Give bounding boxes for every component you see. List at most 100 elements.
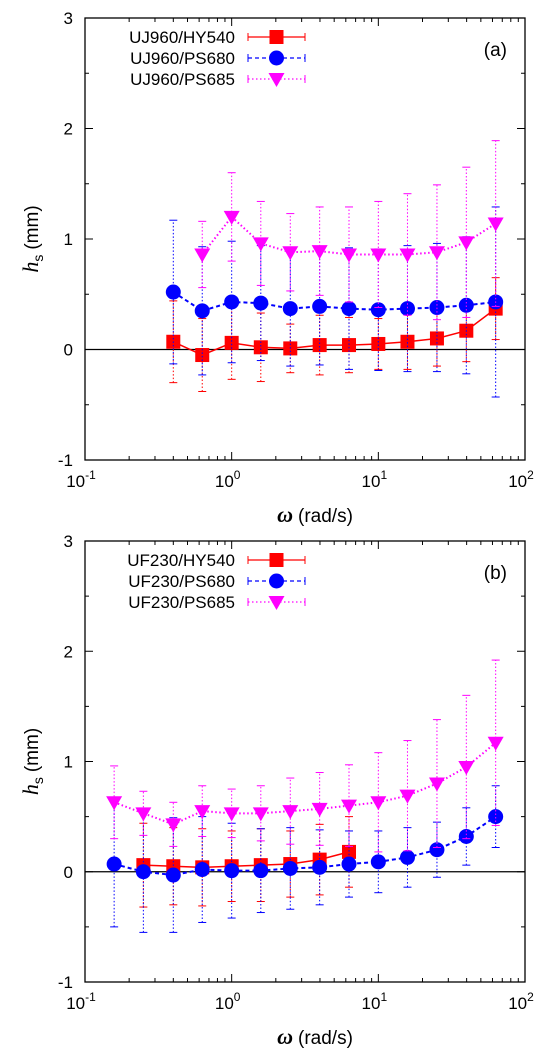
x-tick-exponent: 0 (234, 990, 241, 1004)
data-point (458, 297, 474, 313)
x-tick-label: 102 (508, 990, 534, 1013)
legend-entry: UJ960/PS680 (130, 49, 306, 68)
x-tick-base: 10 (362, 472, 381, 491)
y-tick-label: 1 (64, 753, 73, 772)
data-point (312, 338, 327, 353)
legend-marker (268, 596, 285, 610)
data-point (282, 805, 299, 820)
data-point (312, 859, 328, 875)
data-point (487, 736, 504, 751)
data-point (311, 245, 328, 260)
data-point (135, 807, 152, 822)
x-tick-exponent: -1 (85, 990, 96, 1004)
data-point (371, 336, 386, 351)
data-point (282, 860, 298, 876)
x-tick-exponent: 0 (234, 468, 241, 482)
series-uf230-ps685 (106, 659, 504, 853)
error-bar (286, 827, 295, 910)
data-point (458, 828, 474, 844)
series-uj960-ps680 (165, 206, 504, 398)
error-bar (256, 785, 265, 842)
x-tick-label: 100 (215, 990, 241, 1013)
legend-entry: UJ960/PS685 (130, 70, 306, 89)
data-point (253, 863, 269, 879)
legend: UJ960/HY540 UJ960/PS680 UJ960/PS685 (129, 28, 306, 89)
legend-label: UF230/HY540 (127, 551, 235, 570)
error-bar (403, 245, 412, 373)
data-point (487, 217, 504, 232)
legend-marker (269, 50, 284, 66)
error-bar (403, 740, 412, 852)
data-point (342, 844, 357, 859)
data-point (399, 789, 416, 804)
legend-entry: UJ960/HY540 (129, 28, 306, 47)
error-bar (462, 694, 471, 840)
x-tick-base: 10 (66, 994, 85, 1013)
series-line (172, 291, 496, 312)
x-tick-exponent: 2 (527, 468, 534, 482)
y-axis-label: hs (mm) (18, 205, 46, 272)
data-point (223, 807, 240, 822)
data-point (135, 864, 151, 880)
x-tick-base: 10 (215, 472, 234, 491)
data-point (194, 862, 210, 878)
data-point (429, 300, 445, 316)
series-uj960-hy540 (166, 277, 503, 392)
panel-label: (a) (484, 40, 507, 61)
data-point (428, 777, 445, 792)
data-point (253, 295, 269, 311)
y-tick-label: 0 (64, 863, 73, 882)
x-axis-label: ω (rad/s) (277, 1024, 353, 1049)
data-point (400, 334, 415, 349)
y-tick-label: 1 (64, 230, 73, 249)
data-point (194, 805, 211, 820)
data-point (341, 301, 357, 317)
data-point (106, 856, 122, 872)
data-point (252, 237, 269, 252)
data-point (342, 338, 357, 353)
data-point (429, 331, 444, 346)
data-point (341, 856, 357, 872)
data-point (341, 799, 358, 814)
panel-label: (b) (484, 563, 507, 584)
x-tick-exponent: 2 (527, 990, 534, 1004)
data-point (312, 298, 328, 314)
data-point (311, 802, 328, 817)
error-bar (286, 777, 295, 845)
error-bar (198, 220, 207, 289)
data-point (194, 303, 210, 319)
data-point (195, 348, 210, 363)
data-point (458, 761, 475, 776)
data-point (370, 302, 386, 318)
x-tick-label: 102 (508, 468, 534, 491)
data-point (253, 340, 268, 355)
data-point (165, 818, 182, 833)
x-axis-label: ω (rad/s) (277, 502, 353, 527)
y-tick-label: 2 (64, 120, 73, 139)
legend-entry: UF230/PS680 (128, 572, 306, 591)
data-point (223, 210, 240, 225)
y-tick-label: -1 (58, 451, 73, 470)
x-tick-base: 10 (508, 994, 527, 1013)
data-point (341, 248, 358, 263)
error-bar (345, 764, 354, 847)
x-tick-label: 101 (362, 990, 388, 1013)
data-point (399, 248, 416, 263)
data-point (165, 867, 181, 883)
x-axis-symbol: ω (277, 1024, 293, 1049)
y-tick-label: 0 (64, 341, 73, 360)
data-point (370, 854, 386, 870)
x-tick-label: 100 (215, 468, 241, 491)
error-bar (403, 827, 412, 888)
x-tick-base: 10 (362, 994, 381, 1013)
data-point (428, 246, 445, 261)
legend-label: UJ960/HY540 (129, 28, 235, 47)
data-point (106, 796, 123, 811)
error-bar (491, 659, 500, 826)
data-point (399, 301, 415, 317)
series-uf230-ps680 (106, 785, 504, 933)
y-axis-symbol: h (18, 262, 43, 273)
x-tick-base: 10 (215, 994, 234, 1013)
